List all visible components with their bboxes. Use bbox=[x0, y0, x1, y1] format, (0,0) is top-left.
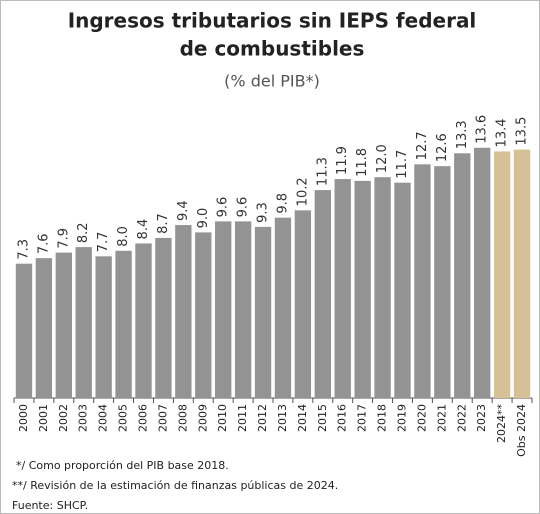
bar bbox=[215, 221, 232, 398]
value-label: 13.6 bbox=[475, 115, 490, 144]
x-tick-label: 2002 bbox=[57, 404, 70, 432]
value-label: 13.4 bbox=[495, 118, 510, 147]
bar bbox=[493, 151, 511, 398]
value-label: 7.9 bbox=[56, 228, 71, 249]
bar bbox=[95, 256, 112, 398]
footnote: **/ Revisión de la estimación de finanza… bbox=[12, 479, 338, 492]
bar bbox=[55, 252, 72, 398]
bar bbox=[254, 226, 272, 398]
value-label: 7.7 bbox=[96, 232, 111, 253]
value-label: 9.8 bbox=[275, 193, 290, 214]
x-tick-label: 2007 bbox=[156, 404, 169, 432]
value-label: 8.2 bbox=[76, 222, 91, 243]
x-tick-label: Obs 2024 bbox=[515, 404, 528, 457]
x-tick-label: 2019 bbox=[396, 404, 409, 432]
x-tick-label: 2003 bbox=[77, 404, 90, 432]
x-tick-label: 2014 bbox=[296, 404, 309, 432]
value-label: 13.5 bbox=[515, 117, 530, 146]
bar bbox=[414, 164, 431, 398]
x-tick-label: 2018 bbox=[376, 404, 389, 432]
x-tick-label: 2015 bbox=[316, 404, 329, 432]
value-label: 10.2 bbox=[295, 177, 310, 206]
chart-subtitle: (% del PIB*) bbox=[224, 72, 320, 91]
bar bbox=[314, 190, 331, 398]
chart-title: de combustibles bbox=[180, 37, 365, 61]
bar bbox=[434, 166, 451, 398]
bar bbox=[135, 243, 152, 398]
value-label: 7.6 bbox=[36, 233, 51, 254]
bar bbox=[513, 149, 531, 398]
bar bbox=[454, 153, 471, 398]
value-label: 7.3 bbox=[16, 239, 31, 260]
value-label: 9.4 bbox=[176, 200, 191, 221]
x-tick-label: 2012 bbox=[256, 404, 269, 432]
x-tick-label: 2005 bbox=[117, 404, 130, 432]
x-tick-label: 2013 bbox=[276, 404, 289, 432]
x-tick-label: 2000 bbox=[17, 404, 30, 432]
bar bbox=[374, 177, 391, 398]
x-tick-label: 2021 bbox=[435, 404, 448, 432]
value-label: 9.6 bbox=[236, 197, 251, 218]
x-tick-label: 2006 bbox=[137, 404, 150, 432]
x-tick-label: 2017 bbox=[356, 404, 369, 432]
x-tick-label: 2020 bbox=[415, 404, 428, 432]
bar bbox=[175, 225, 192, 398]
value-label: 9.6 bbox=[216, 197, 231, 218]
value-label: 9.0 bbox=[196, 208, 211, 229]
value-label: 11.3 bbox=[315, 157, 330, 186]
bar bbox=[115, 250, 132, 398]
footnote: */ Como proporción del PIB base 2018. bbox=[16, 459, 229, 472]
value-label: 9.3 bbox=[256, 202, 271, 223]
x-tick-label: 2023 bbox=[475, 404, 488, 432]
value-label: 12.7 bbox=[415, 131, 430, 160]
bar bbox=[474, 147, 491, 398]
x-tick-label: 2022 bbox=[455, 404, 468, 432]
bar bbox=[155, 237, 172, 398]
bar bbox=[195, 232, 212, 398]
bar bbox=[294, 210, 312, 398]
value-label: 12.6 bbox=[435, 133, 450, 162]
value-label: 13.3 bbox=[455, 120, 470, 149]
x-tick-label: 2001 bbox=[37, 404, 50, 432]
x-tick-label: 2004 bbox=[97, 404, 110, 432]
bar bbox=[394, 182, 411, 398]
value-label: 8.0 bbox=[116, 226, 131, 247]
x-tick-label: 2016 bbox=[336, 404, 349, 432]
value-label: 8.4 bbox=[136, 219, 151, 240]
chart-title: Ingresos tributarios sin IEPS federal bbox=[68, 9, 477, 33]
bar bbox=[75, 247, 92, 398]
bar bbox=[274, 217, 292, 398]
x-tick-label: 2010 bbox=[216, 404, 229, 432]
x-tick-label: 2009 bbox=[196, 404, 209, 432]
value-label: 11.7 bbox=[395, 150, 410, 179]
bar bbox=[354, 180, 371, 398]
value-label: 11.8 bbox=[355, 148, 370, 177]
x-tick-label: 2008 bbox=[176, 404, 189, 432]
value-label: 12.0 bbox=[375, 144, 390, 173]
footnote: Fuente: SHCP. bbox=[12, 499, 88, 512]
bar bbox=[234, 221, 252, 398]
x-tick-label: 2011 bbox=[236, 404, 249, 432]
bar bbox=[15, 263, 33, 398]
value-label: 8.7 bbox=[156, 213, 171, 234]
x-tick-label: 2024** bbox=[495, 404, 508, 443]
bar bbox=[334, 179, 351, 398]
bar bbox=[35, 258, 53, 398]
value-label: 11.9 bbox=[335, 146, 350, 175]
